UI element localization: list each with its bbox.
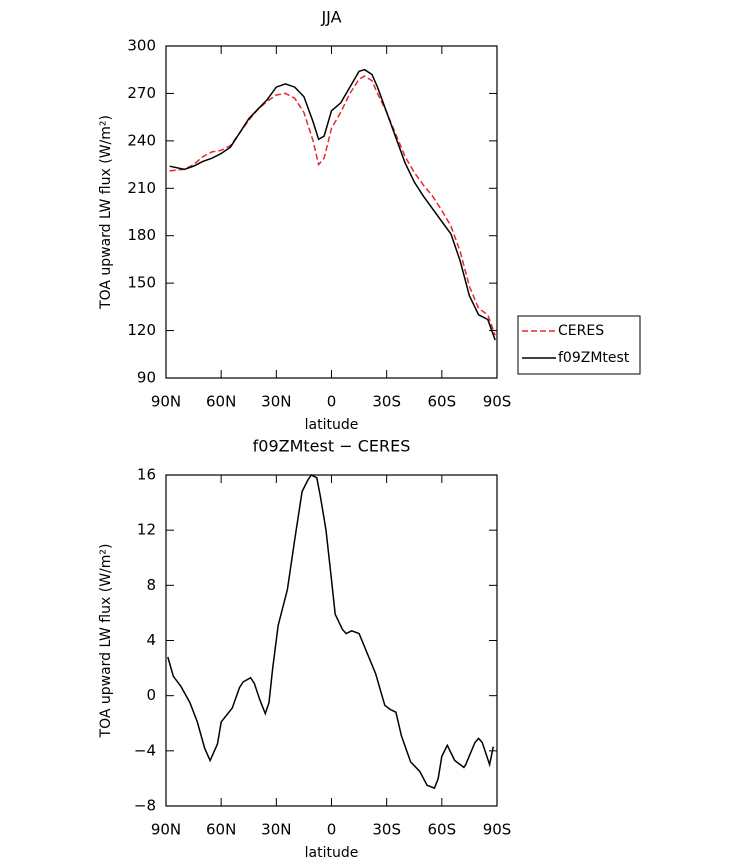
x-tick-label: 90S (483, 393, 512, 411)
x-tick-label: 0 (327, 393, 337, 411)
x-tick-label: 60S (428, 821, 457, 839)
y-tick-label: −4 (134, 741, 156, 759)
x-tick-label: 0 (327, 821, 337, 839)
y-tick-label: 16 (137, 466, 156, 484)
y-tick-label: 120 (127, 321, 156, 339)
y-tick-label: 8 (146, 576, 156, 594)
x-tick-label: 60N (206, 393, 236, 411)
x-tick-label: 30S (372, 821, 401, 839)
y-tick-label: 4 (146, 631, 156, 649)
x-tick-label: 60S (428, 393, 457, 411)
y-tick-label: 90 (137, 369, 156, 387)
y-tick-label: 300 (127, 37, 156, 55)
x-tick-label: 90S (483, 821, 512, 839)
x-tick-label: 30S (372, 393, 401, 411)
y-tick-label: 12 (137, 521, 156, 539)
x-tick-label: 60N (206, 821, 236, 839)
x-axis-label: latitude (305, 845, 359, 861)
x-tick-label: 30N (261, 393, 291, 411)
y-axis-label: TOA upward LW flux (W/m²) (98, 115, 114, 310)
data-line (169, 75, 496, 336)
legend-label: CERES (558, 323, 604, 339)
x-tick-label: 30N (261, 821, 291, 839)
plot-frame (165, 474, 498, 807)
chart-title: f09ZMtest − CERES (253, 437, 411, 456)
y-tick-label: 210 (127, 179, 156, 197)
y-tick-label: 0 (146, 686, 156, 704)
y-tick-label: 270 (127, 84, 156, 102)
y-tick-label: −8 (134, 797, 156, 815)
legend-box (517, 315, 641, 375)
x-axis-label: latitude (305, 417, 359, 433)
y-tick-label: 240 (127, 131, 156, 149)
x-tick-label: 90N (151, 393, 181, 411)
chart-title: JJA (320, 8, 341, 27)
y-axis-label: TOA upward LW flux (W/m²) (98, 544, 114, 739)
plot-frame (165, 45, 498, 379)
y-tick-label: 180 (127, 226, 156, 244)
data-line (167, 474, 495, 790)
y-tick-label: 150 (127, 274, 156, 292)
legend-label: f09ZMtest (558, 350, 630, 366)
data-line (169, 68, 496, 341)
x-tick-label: 90N (151, 821, 181, 839)
